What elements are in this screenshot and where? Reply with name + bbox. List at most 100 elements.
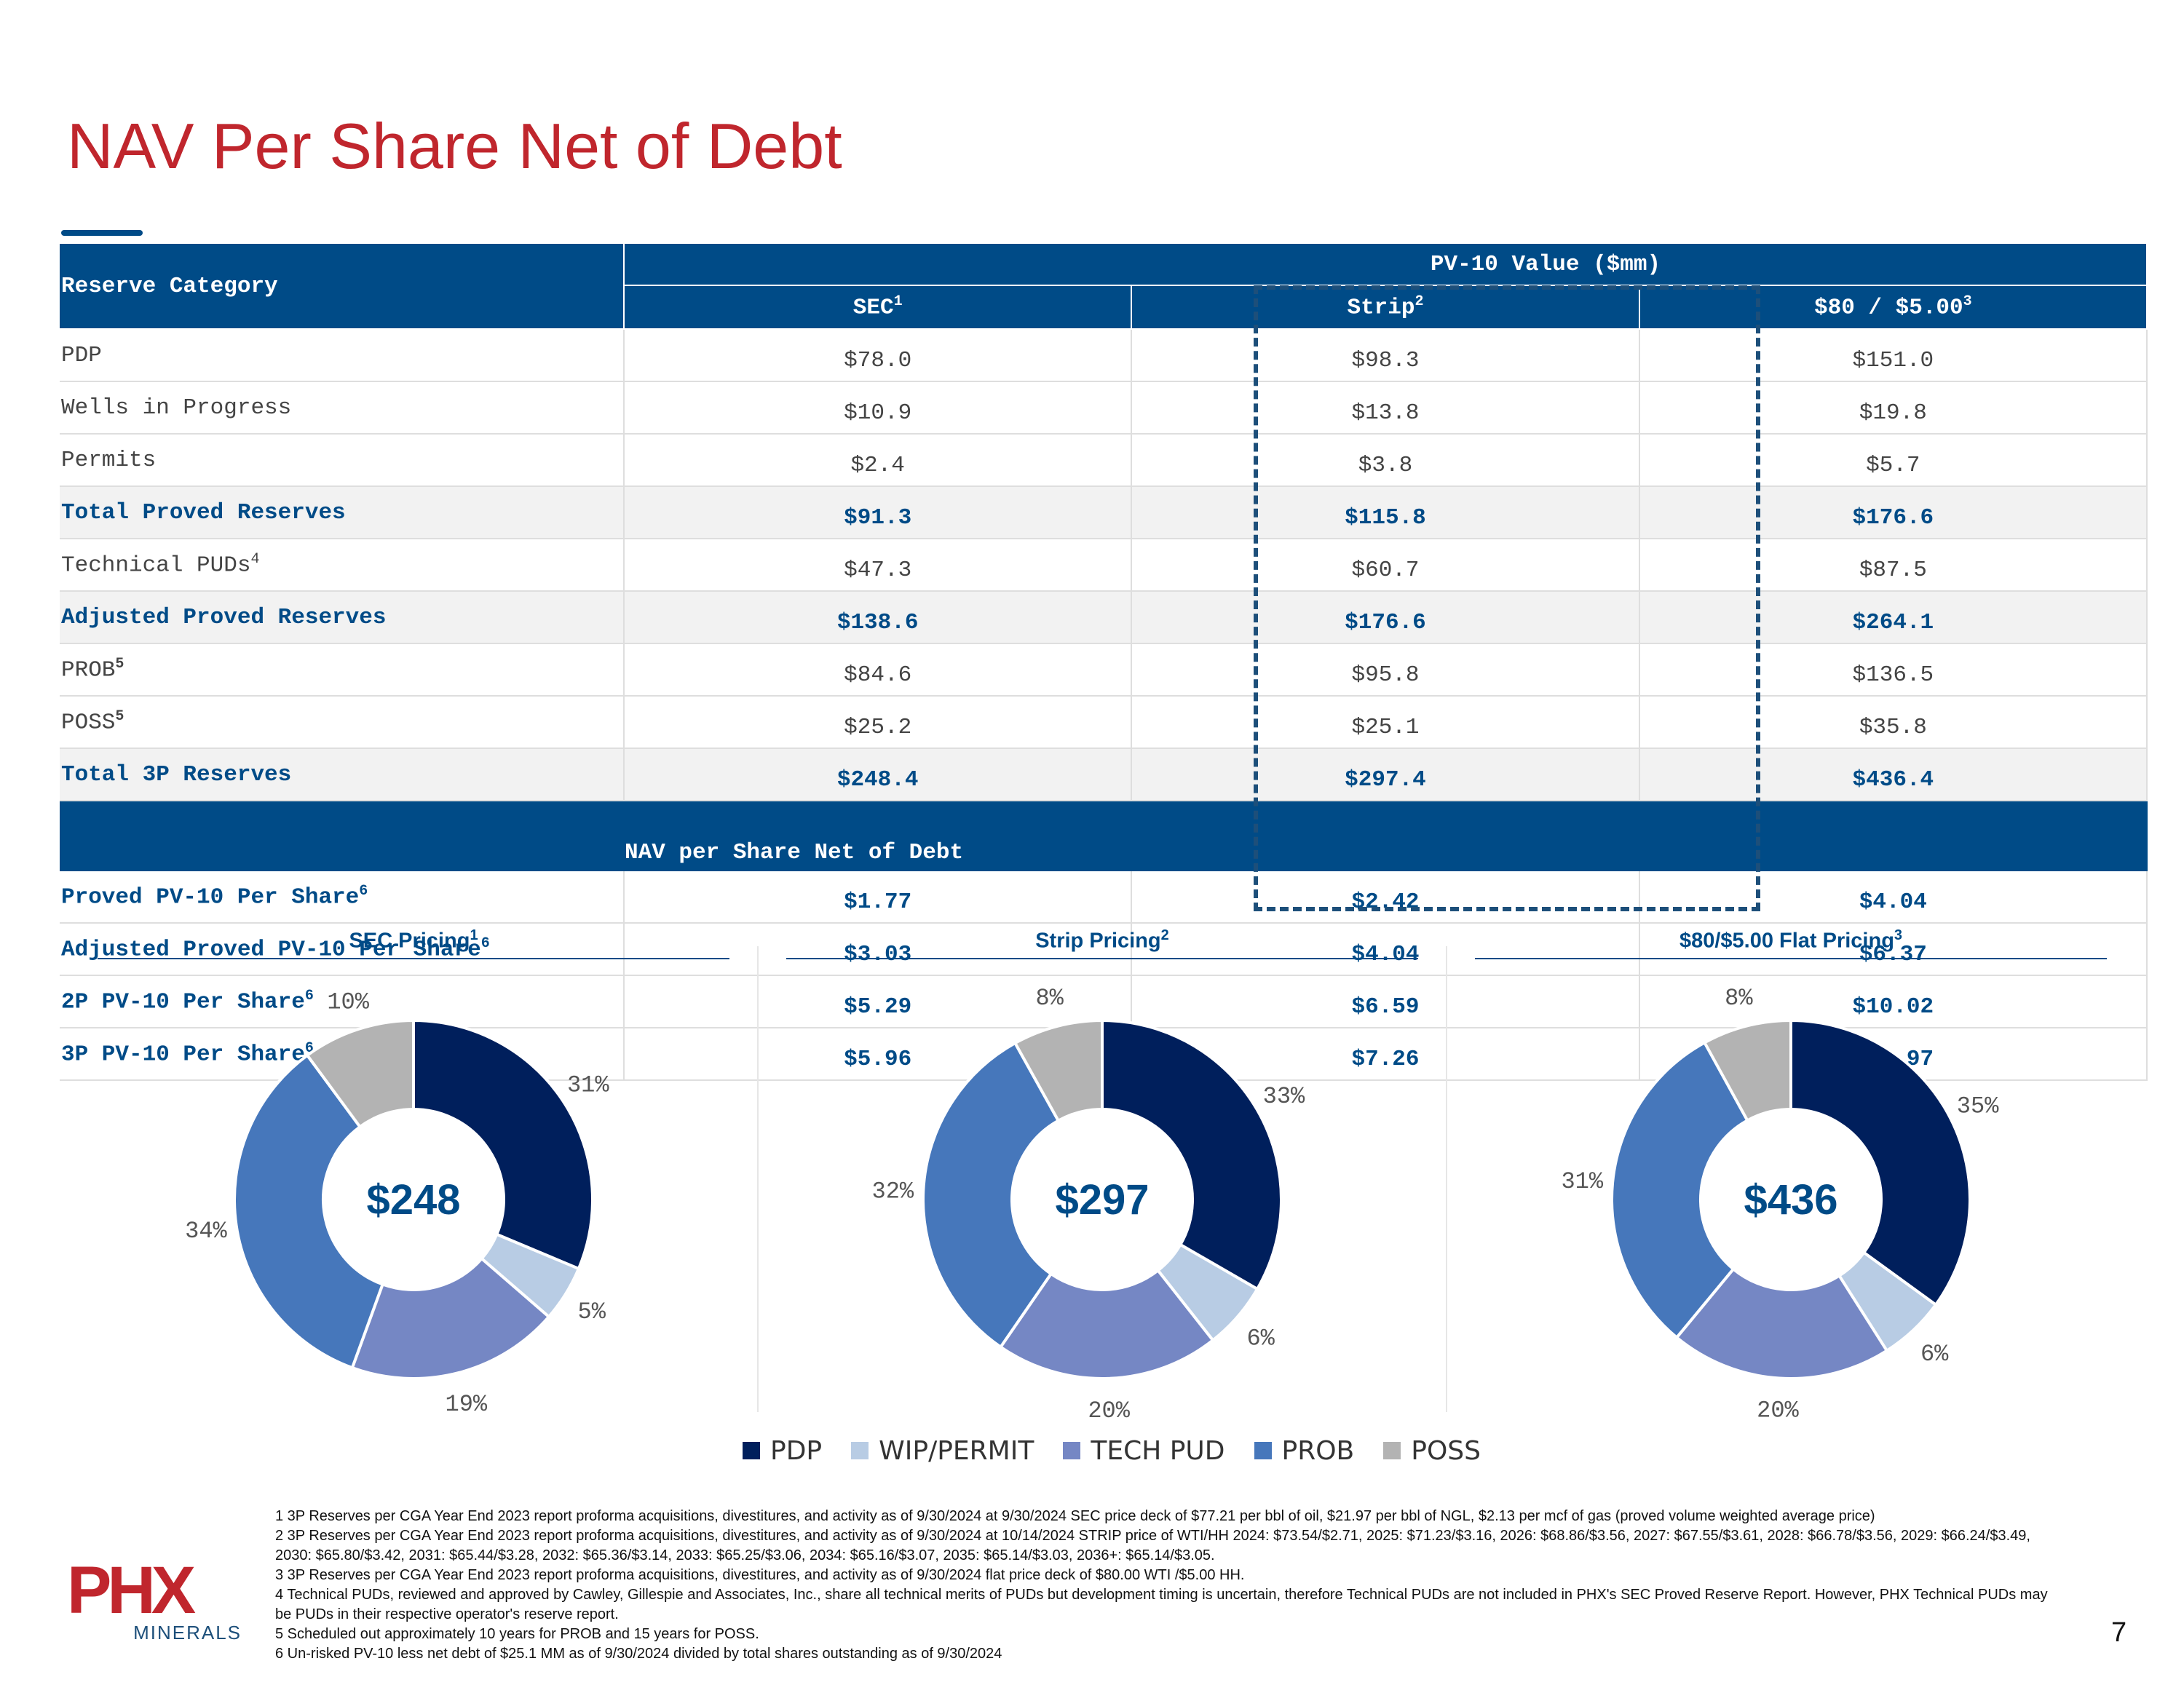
legend-label: PROB <box>1281 1435 1355 1466</box>
row-label-sup: 6 <box>304 988 314 1005</box>
donut-slice-poss <box>1702 1018 1792 1123</box>
table-subheader-row: SEC1 Strip2 $80 / $5.003 <box>60 285 2148 330</box>
nav-header-row: NAV per Share Net of Debt <box>60 801 2148 871</box>
row-label: PDP <box>60 329 625 382</box>
donut-data-label: 31% <box>567 1071 609 1098</box>
nav-table: Reserve Category PV-10 Value ($mm) SEC1 … <box>60 244 2148 1081</box>
donut-slice-tech-pud <box>1674 1266 1889 1380</box>
cell-strip: $98.3 <box>1131 329 1640 382</box>
cell-strip: $7.26 <box>1131 1028 1640 1081</box>
donut-data-label: 6% <box>1246 1325 1275 1352</box>
chart-title-strip: Strip Pricing2 <box>786 927 1418 953</box>
chart-divider-1 <box>757 946 759 1412</box>
table-row: Permits $2.4 $3.8 $5.7 <box>60 434 2148 487</box>
legend-swatch <box>1063 1442 1081 1459</box>
table-row: Total Proved Reserves $91.3 $115.8 $176.6 <box>60 486 2148 539</box>
donut-slice-pdp <box>1101 1018 1283 1291</box>
donut-slice-prob <box>233 1053 385 1370</box>
table-row: Wells in Progress $10.9 $13.8 $19.8 <box>60 381 2148 435</box>
row-label-text: 2P PV-10 Per Share <box>61 989 305 1015</box>
nav-row: 2P PV-10 Per Share6 $5.29 $6.59 $10.02 <box>60 975 2148 1028</box>
donut-data-label: 6% <box>1920 1341 1949 1368</box>
legend-label: PDP <box>770 1435 823 1466</box>
row-label-text: PROB <box>61 657 116 683</box>
donut-slice-pdp <box>1789 1018 1971 1307</box>
donut-slice-prob <box>922 1041 1061 1349</box>
legend-swatch <box>1254 1442 1272 1459</box>
donut-slice-poss <box>1013 1018 1104 1123</box>
row-label: 2P PV-10 Per Share6 <box>60 975 625 1028</box>
chart-title-flat-text: $80/$5.00 Flat Pricing <box>1679 929 1894 953</box>
legend-label: POSS <box>1411 1435 1481 1466</box>
cell-flat: $436.4 <box>1639 748 2148 801</box>
row-label: Wells in Progress <box>60 381 625 435</box>
nav-header-label: NAV per Share Net of Debt <box>624 801 2148 871</box>
donut-center-label: $248 <box>366 1176 460 1224</box>
row-label: Total Proved Reserves <box>60 486 625 539</box>
row-label-text: Adjusted Proved Reserves <box>61 604 387 630</box>
row-label: Adjusted Proved PV-10 Per Share6 <box>60 923 625 976</box>
legend-swatch <box>743 1442 760 1459</box>
nav-header-blank <box>60 801 625 871</box>
donut-chart-flat: 35% 6% 20% 31% 8% $436 <box>1561 985 1999 1424</box>
header-strip-label: Strip <box>1347 295 1415 321</box>
legend-item: PDP <box>743 1436 822 1466</box>
cell-flat: $136.5 <box>1639 643 2148 697</box>
header-flat: $80 / $5.003 <box>1639 285 2148 330</box>
footnote: 6 Un-risked PV-10 less net debt of $25.1… <box>275 1646 1002 1662</box>
row-label: Proved PV-10 Per Share6 <box>60 871 625 924</box>
footnote: 1 3P Reserves per CGA Year End 2023 repo… <box>275 1508 1875 1524</box>
cell-sec: $10.9 <box>624 381 1133 435</box>
cell-strip: $3.8 <box>1131 434 1640 487</box>
chart-title-sec-text: SEC Pricing <box>349 929 470 953</box>
legend-label: WIP/PERMIT <box>879 1435 1034 1466</box>
donut-data-label: 35% <box>1957 1093 1999 1119</box>
cell-sec: $84.6 <box>624 643 1133 697</box>
chart-divider-2 <box>1446 946 1447 1412</box>
table-header-row: Reserve Category PV-10 Value ($mm) <box>60 244 2148 330</box>
cell-strip: $4.04 <box>1131 923 1640 976</box>
donut-data-label: 34% <box>185 1218 227 1245</box>
chart-legend: PDP WIP/PERMIT TECH PUD PROB POSS <box>743 1432 1510 1469</box>
cell-strip: $6.59 <box>1131 975 1640 1028</box>
header-sec-sup: 1 <box>893 293 903 311</box>
cell-strip: $297.4 <box>1131 748 1640 801</box>
legend-swatch <box>851 1442 869 1459</box>
cell-sec: $138.6 <box>624 591 1133 644</box>
cell-sec: $5.29 <box>624 975 1133 1028</box>
nav-row: Proved PV-10 Per Share6 $1.77 $2.42 $4.04 <box>60 871 2148 924</box>
cell-sec: $25.2 <box>624 696 1133 749</box>
footnote: 3 3P Reserves per CGA Year End 2023 repo… <box>275 1567 1245 1583</box>
cell-strip: $115.8 <box>1131 486 1640 539</box>
donut-data-label: 19% <box>446 1391 488 1418</box>
cell-flat: $10.02 <box>1639 975 2148 1028</box>
legend-label: TECH PUD <box>1091 1435 1225 1466</box>
header-flat-label: $80 / $5.00 <box>1814 295 1963 321</box>
row-label-text: PDP <box>61 342 102 368</box>
header-strip: Strip2 <box>1131 285 1640 330</box>
donut-data-label: 10% <box>327 988 369 1015</box>
chart-title-flat-sup: 3 <box>1894 927 1903 943</box>
donut-data-label: 20% <box>1757 1397 1799 1424</box>
row-label: POSS5 <box>60 696 625 749</box>
chart-rule-flat <box>1475 958 2107 959</box>
donut-data-label: 33% <box>1263 1083 1305 1110</box>
donut-slice-tech-pud <box>350 1256 551 1380</box>
row-label-text: Wells in Progress <box>61 395 292 421</box>
donut-data-label: 8% <box>1725 985 1753 1012</box>
donut-slice-poss <box>305 1018 415 1129</box>
page-number: 7 <box>2111 1617 2127 1648</box>
logo-sub: MINERALS <box>133 1622 242 1644</box>
header-sec: SEC1 <box>624 285 1133 330</box>
donut-data-label: 5% <box>578 1299 606 1325</box>
cell-sec: $1.77 <box>624 871 1133 924</box>
chart-rule-strip <box>786 958 1418 959</box>
header-sec-label: SEC <box>852 295 894 321</box>
row-label-text: Permits <box>61 447 157 473</box>
cell-strip: $13.8 <box>1131 381 1640 435</box>
table-row: Adjusted Proved Reserves $138.6 $176.6 $264… <box>60 591 2148 644</box>
row-label-sup: 6 <box>359 883 368 900</box>
header-strip-sup: 2 <box>1415 293 1424 311</box>
donut-data-label: 32% <box>872 1178 914 1205</box>
cell-flat: $87.5 <box>1639 539 2148 592</box>
